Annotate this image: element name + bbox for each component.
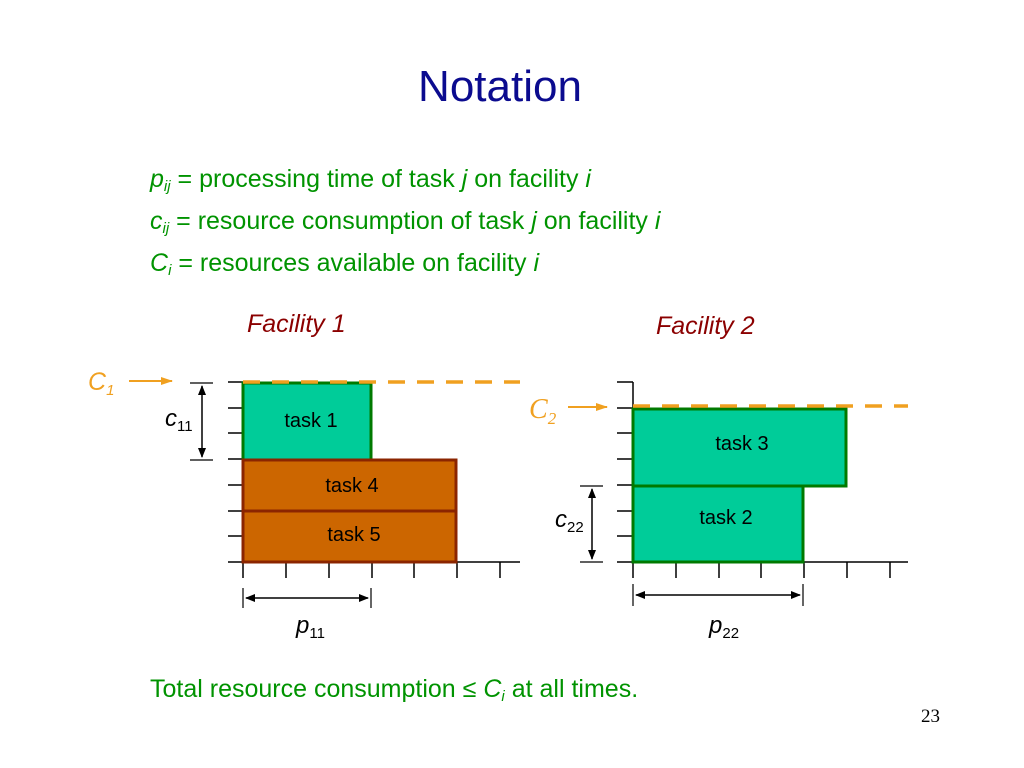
f2-capacity-label: C2 — [529, 394, 557, 428]
f1-task-1-label: task 1 — [284, 410, 337, 432]
f2-p22-label: p22 — [708, 612, 739, 642]
f2-x-ticks — [632, 562, 891, 578]
f1-task-4-label: task 4 — [325, 475, 378, 497]
f2-c22-label: c22 — [555, 506, 584, 536]
page-number: 23 — [921, 706, 940, 727]
f1-task-4-box — [241, 458, 458, 513]
definition-p: pij = processing time of task j on facil… — [150, 165, 591, 195]
f1-p11-label: p11 — [295, 612, 325, 642]
page-title: Notation — [418, 62, 582, 111]
f2-y-ticks — [617, 381, 633, 563]
f1-y-ticks — [228, 381, 243, 563]
definition-c: cij = resource consumption of task j on … — [150, 207, 661, 237]
facility-2-label: Facility 2 — [656, 312, 755, 340]
f2-task-2-box — [631, 484, 805, 564]
f1-x-ticks — [242, 562, 501, 578]
f1-task-5-box — [241, 509, 458, 564]
f1-capacity-label: C1 — [88, 368, 114, 399]
facility-1-chart: task 1 task 4 task 5 C1 c11 p11 — [88, 368, 520, 642]
facility-1-label: Facility 1 — [247, 310, 346, 338]
notation-definitions: pij = processing time of task j on facil… — [150, 162, 660, 288]
facility-2-chart: task 3 task 2 C2 c22 p22 — [529, 381, 908, 642]
f1-task-5-label: task 5 — [327, 524, 380, 546]
f1-c11-label: c11 — [165, 405, 193, 435]
definition-capital-c: Ci = resources available on facility i — [150, 249, 539, 279]
f2-task-3-label: task 3 — [715, 433, 768, 455]
f2-task-2-label: task 2 — [699, 507, 752, 529]
footnote-total-resource: Total resource consumption ≤ Ci at all t… — [150, 675, 639, 705]
